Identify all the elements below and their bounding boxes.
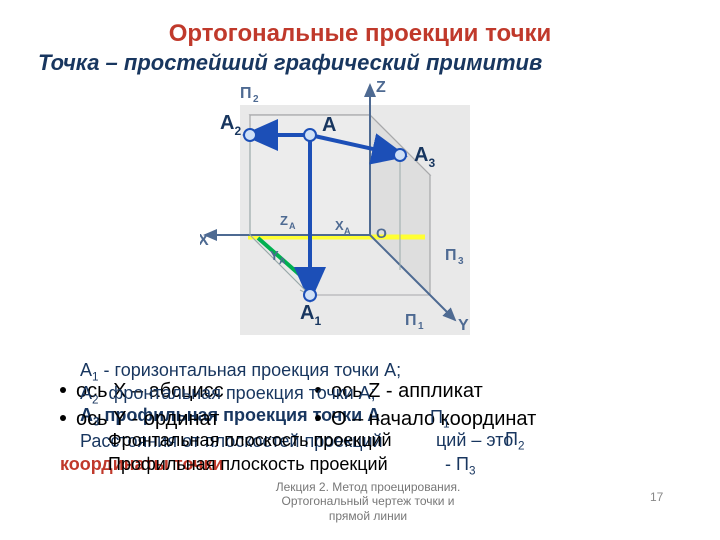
svg-text:П: П	[445, 247, 457, 264]
svg-text:Y: Y	[270, 248, 279, 263]
text-line: П1	[430, 407, 449, 431]
text-line: O – начало координат	[315, 408, 536, 431]
text-line: ось Y - ординат	[60, 408, 219, 431]
svg-text:X: X	[200, 232, 209, 249]
svg-text:П: П	[405, 312, 417, 329]
page-subtitle: Точка – простейший графический примитив	[0, 50, 720, 76]
svg-text:П: П	[240, 85, 252, 102]
page-title: Ортогональные проекции точки	[0, 20, 720, 48]
svg-text:A: A	[279, 256, 286, 266]
svg-text:A: A	[289, 221, 296, 231]
page-number: 17	[650, 490, 663, 504]
svg-text:A2: A2	[220, 112, 241, 138]
svg-text:3: 3	[458, 256, 464, 267]
svg-text:Z: Z	[280, 213, 288, 228]
text-line: Профильная плоскость проекций	[108, 454, 388, 475]
svg-text:1: 1	[418, 321, 424, 332]
orthogonal-diagram: XZYOAA2A3A1ZAXAYAП2П1П3	[200, 80, 490, 340]
svg-text:X: X	[335, 218, 344, 233]
svg-text:2: 2	[253, 94, 259, 105]
svg-text:A: A	[322, 114, 336, 136]
text-line: Фронтальная плоскость проекций	[108, 430, 392, 451]
svg-text:Y: Y	[458, 317, 469, 334]
text-line: ций – это	[436, 430, 513, 451]
text-line: A2 фронтальная проекция точки A;	[80, 383, 376, 407]
slide-footer: Лекция 2. Метод проецирования. Ортогонал…	[258, 480, 478, 523]
svg-text:Z: Z	[376, 80, 386, 96]
svg-text:A: A	[344, 226, 351, 236]
text-line: П2	[505, 429, 524, 453]
text-line: - П3	[445, 454, 475, 478]
svg-text:O: O	[376, 225, 387, 241]
